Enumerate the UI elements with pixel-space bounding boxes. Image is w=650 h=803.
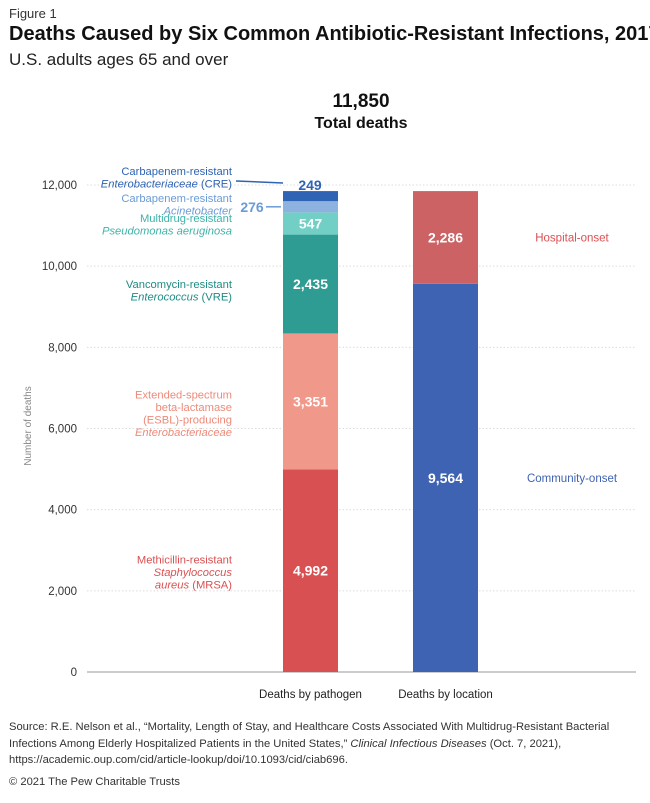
segment-label: (ESBL)-producing	[143, 414, 232, 426]
segment-label: Enterococcus (VRE)	[131, 291, 233, 303]
total-value: 11,850	[332, 91, 389, 112]
y-tick-label: 4,000	[48, 505, 77, 517]
bar-segment	[413, 191, 478, 284]
segment-label: Hospital-onset	[535, 232, 609, 244]
segment-label-part: Vancomycin-resistant	[126, 279, 233, 291]
bar-segment	[283, 234, 338, 334]
value-label: 547	[299, 215, 323, 231]
value-label: 249	[298, 177, 322, 193]
segment-label: beta-lactamase	[156, 402, 233, 414]
source-suffix: (Oct. 7, 2021), https://academic.oup.com…	[9, 737, 562, 767]
source-journal: Clinical Infectious Diseases	[350, 737, 487, 750]
y-axis-label: Number of deaths	[23, 386, 34, 466]
segment-label: Carbapenem-resistant	[121, 166, 233, 178]
copyright: © 2021 The Pew Charitable Trusts	[9, 776, 180, 788]
segment-label-part: Enterobacteriaceae	[135, 427, 232, 439]
segment-label-part: Methicillin-resistant	[137, 555, 233, 567]
source-note: Source: R.E. Nelson et al., “Mortality, …	[9, 719, 641, 769]
x-category-label: Deaths by location	[398, 689, 493, 701]
segment-label: Extended-spectrum	[135, 389, 232, 401]
value-label: 2,286	[428, 229, 463, 245]
segment-label: Acinetobacter	[163, 205, 234, 217]
segment-label-part: Pseudomonas aeruginosa	[102, 225, 232, 237]
segment-label-part: (VRE)	[198, 291, 232, 303]
bar-segment	[283, 201, 338, 213]
segment-label-part: Multidrug-resistant	[140, 213, 233, 225]
total-label: Total deaths	[314, 115, 407, 132]
y-tick-label: 2,000	[48, 586, 77, 598]
segment-label-part: aureus	[155, 580, 190, 592]
segment-label-part: (MRSA)	[189, 580, 232, 592]
segment-label: Vancomycin-resistant	[126, 279, 233, 291]
segment-label: Carbapenem-resistant	[121, 193, 233, 205]
segment-label: Community-onset	[527, 473, 618, 485]
x-category-label: Deaths by pathogen	[259, 689, 362, 701]
segment-label-part: Enterobacteriaceae	[101, 178, 198, 190]
source-prefix: Source: R.E. Nelson et al., “Mortality, …	[9, 721, 610, 750]
bar-segment	[283, 191, 338, 202]
bar-segment	[283, 469, 338, 672]
segment-label-part: Acinetobacter	[163, 205, 234, 217]
segment-label-part: Carbapenem-resistant	[121, 166, 233, 178]
segment-label: aureus (MRSA)	[155, 580, 232, 592]
stacked-bar-chart: 11,850 Total deaths 0 2,000 4,000 6,000 8,000 1…	[23, 91, 636, 701]
chart-title: Deaths Caused by Six Common Antibiotic-R…	[9, 23, 650, 45]
value-label: 276	[240, 199, 264, 215]
value-label: 4,992	[293, 563, 328, 579]
value-label: 2,435	[293, 276, 328, 292]
segment-label: Staphylococcus	[154, 567, 233, 579]
y-tick-label: 0	[71, 667, 77, 679]
segment-label-part: Extended-spectrum	[135, 389, 232, 401]
segment-label: Enterobacteriaceae	[135, 427, 232, 439]
y-tick-label: 12,000	[42, 180, 77, 192]
bar-segment	[283, 212, 338, 235]
segment-label: Methicillin-resistant	[137, 555, 233, 567]
segment-label-part: (CRE)	[198, 178, 232, 190]
segment-label: Enterobacteriaceae (CRE)	[101, 178, 232, 190]
y-tick-label: 8,000	[48, 342, 77, 354]
segment-label-part: Enterococcus	[131, 291, 199, 303]
segment-label: Pseudomonas aeruginosa	[102, 225, 232, 237]
segment-label-part: beta-lactamase	[156, 402, 233, 414]
bar-segment	[283, 333, 338, 470]
bar-segment	[413, 283, 478, 672]
value-label: 9,564	[428, 470, 463, 486]
value-label: 3,351	[293, 393, 328, 409]
segment-label-part: (ESBL)-producing	[143, 414, 232, 426]
segment-label: Multidrug-resistant	[140, 213, 233, 225]
leader-line	[235, 180, 284, 184]
segment-label-part: Staphylococcus	[154, 567, 233, 579]
figure-label: Figure 1	[9, 6, 57, 21]
y-tick-label: 10,000	[42, 261, 77, 273]
chart-subtitle: U.S. adults ages 65 and over	[9, 50, 229, 69]
y-tick-label: 6,000	[48, 424, 77, 436]
segment-label-part: Carbapenem-resistant	[121, 193, 233, 205]
